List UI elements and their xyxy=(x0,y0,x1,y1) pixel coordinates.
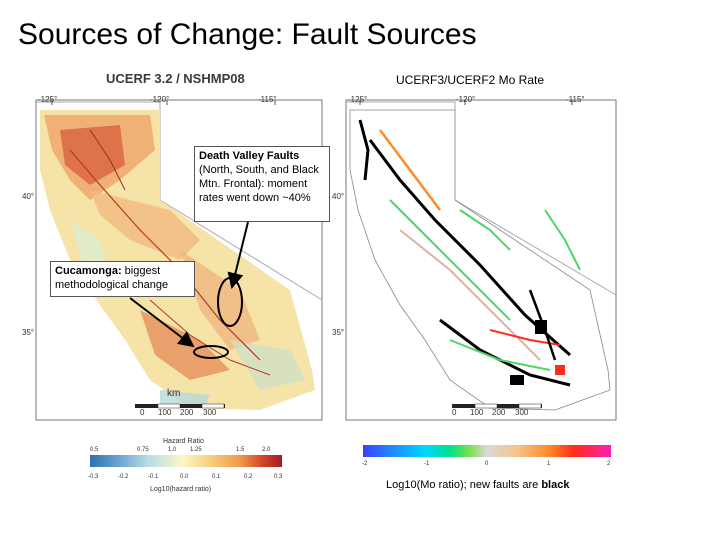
left-lat-tick: 35° xyxy=(22,328,35,337)
left-scale-unit: km xyxy=(167,388,181,399)
left-colorbar-bottom-tick: 0.2 xyxy=(244,474,253,480)
left-colorbar-bottom-tick: 0.0 xyxy=(180,474,189,480)
left-colorbar-bottom-tick: -0.2 xyxy=(118,474,129,480)
death-valley-heading: Death Valley Faults xyxy=(199,150,300,162)
left-colorbar-bottom-tick: 0.3 xyxy=(274,474,283,480)
cucamonga-callout: Cucamonga: biggest methodological change xyxy=(50,261,195,297)
right-scale-tick: 0 xyxy=(452,408,457,417)
left-scale-tick: 0 xyxy=(140,408,145,417)
left-scale-tick: 300 xyxy=(203,408,217,417)
left-colorbar-top-tick: 2.0 xyxy=(262,447,271,453)
caption-prefix: Log10(Mo ratio); new faults are xyxy=(386,479,542,491)
right-scale-tick: 300 xyxy=(515,408,529,417)
left-colorbar-label: Log10(hazard ratio) xyxy=(150,486,212,493)
right-colorbar-caption: Log10(Mo ratio); new faults are black xyxy=(386,479,569,491)
left-lon-tick: -120° xyxy=(150,95,170,104)
slide-title: Sources of Change: Fault Sources xyxy=(18,18,477,51)
left-colorbar-title: Hazard Ratio xyxy=(163,438,204,445)
left-colorbar-top-tick: 0.75 xyxy=(137,447,149,453)
left-colorbar-bottom-tick: -0.3 xyxy=(88,474,99,480)
death-valley-marker xyxy=(217,277,243,327)
cucamonga-heading: Cucamonga: xyxy=(55,265,122,277)
left-scale-tick: 100 xyxy=(158,408,172,417)
left-colorbar-bottom-tick: -0.1 xyxy=(148,474,159,480)
hazard-ratio-map xyxy=(35,99,323,421)
right-lat-tick: 35° xyxy=(332,328,345,337)
right-lon-tick: -125° xyxy=(348,95,368,104)
mo-ratio-colorbar xyxy=(363,445,611,457)
left-colorbar-bottom-tick: 0.1 xyxy=(212,474,221,480)
left-lon-tick: -125° xyxy=(38,95,58,104)
right-colorbar-tick: -2 xyxy=(362,461,368,467)
cucamonga-marker xyxy=(193,345,229,359)
right-scale-tick: 200 xyxy=(492,408,506,417)
right-map-title: UCERF3/UCERF2 Mo Rate xyxy=(396,73,545,87)
left-scale-tick: 200 xyxy=(180,408,194,417)
left-colorbar-top-tick: 0.5 xyxy=(90,447,99,453)
right-colorbar-tick: 0 xyxy=(485,461,489,467)
cucamonga-body: biggest methodological change xyxy=(55,265,169,291)
left-colorbar-top-tick: 1.25 xyxy=(190,447,202,453)
death-valley-arrow xyxy=(227,221,249,289)
right-lon-tick: -120° xyxy=(456,95,476,104)
left-colorbar-top-tick: 1.5 xyxy=(236,447,245,453)
right-colorbar-tick: 2 xyxy=(607,461,611,467)
death-valley-body: (North, South, and Black Mtn. Frontal): … xyxy=(199,164,319,204)
right-colorbar-tick: -1 xyxy=(424,461,430,467)
right-lat-tick: 40° xyxy=(332,192,345,201)
moment-rate-ratio-map xyxy=(345,99,617,421)
caption-bold: black xyxy=(541,479,570,491)
left-lat-tick: 40° xyxy=(22,192,35,201)
right-lon-tick: -115° xyxy=(566,95,585,104)
left-colorbar-top-tick: 1.0 xyxy=(168,447,177,453)
hazard-ratio-colorbar xyxy=(90,455,282,467)
left-map-title: UCERF 3.2 / NSHMP08 xyxy=(106,71,245,86)
cucamonga-arrow xyxy=(129,297,195,348)
left-lon-tick: -115° xyxy=(258,95,277,104)
death-valley-callout: Death Valley Faults (North, South, and B… xyxy=(194,146,330,222)
right-scale-tick: 100 xyxy=(470,408,484,417)
right-colorbar-tick: 1 xyxy=(547,461,551,467)
